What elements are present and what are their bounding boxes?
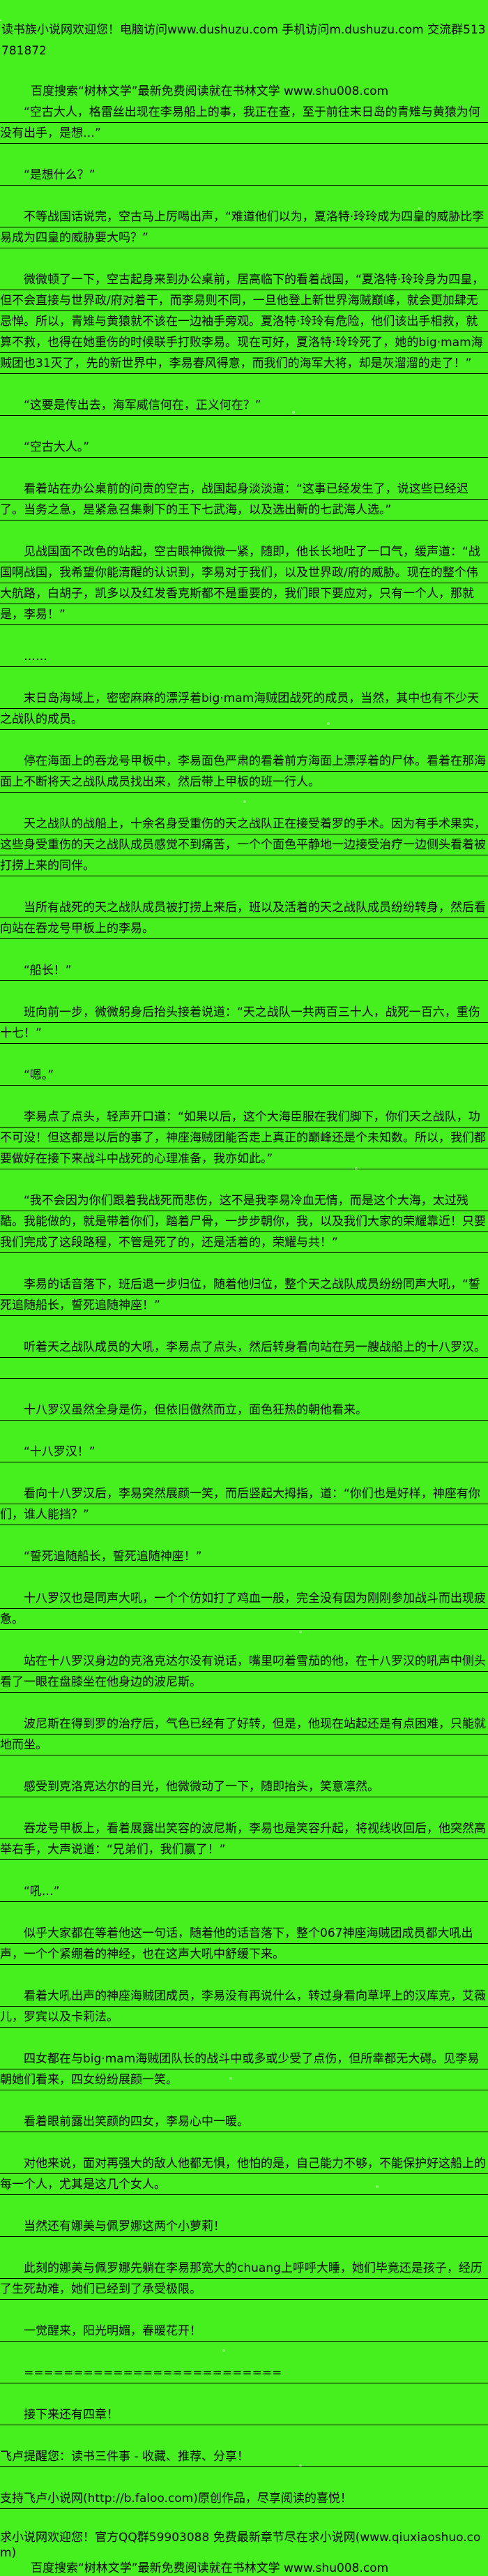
novel-paragraph: 听着天之战队成员的大吼，李易点了点头，然后转身看向站在另一艘战船上的十八罗汉。	[0, 1337, 488, 1358]
novel-paragraph: “吼…”	[0, 1881, 488, 1902]
novel-paragraph: ……	[0, 646, 488, 667]
novel-paragraph: 对他来说，面对再强大的敌人他都无惧，他怕的是，自己能力不够，不能保护好这船上的每…	[0, 2153, 488, 2195]
novel-paragraph: “十八罗汉！”	[0, 1441, 488, 1462]
novel-paragraph: 看向十八罗汉后，李易突然展颜一笑，而后竖起大拇指，道：“你们也是好样，神座有你们…	[0, 1483, 488, 1525]
novel-paragraph: 天之战队的战船上，十余名身受重伤的天之战队正在接受着罗的手术。因为有手术果实，这…	[0, 814, 488, 876]
footer-promo-banner: 百度搜索“树林文学”最新免费阅读就在书林文学 www.shu008.com	[31, 2561, 389, 2575]
novel-paragraph: 站在十八罗汉身边的克洛克达尔没有说话，嘴里叼着雪茄的他，在十八罗汉的吼声中侧头看…	[0, 1651, 488, 1693]
novel-paragraph: 李易点了点头，轻声开口道：“如果以后，这个大海臣服在我们脚下，你们天之战队，功不…	[0, 1107, 488, 1169]
novel-paragraph: 接下来还有四章！	[0, 2404, 488, 2425]
novel-paragraph: 看着眼前露出笑颜的四女，李易心中一暖。	[0, 2111, 488, 2132]
novel-paragraph: 不等战国话说完，空古马上厉喝出声，“难道他们以为，夏洛特·玲玲成为四皇的威胁比李…	[0, 207, 488, 248]
page-footer: 求小说网欢迎您！官方QQ群59903088 免费最新章节尽在求小说网(www.q…	[0, 2530, 488, 2576]
novel-paragraph: ==========================	[0, 2362, 488, 2383]
novel-paragraph: 波尼斯在得到罗的治疗后，气色已经有了好转，但是，他现在站起还是有点困难，只能就地…	[0, 1714, 488, 1755]
novel-reader-page: 读书族小说网欢迎您！电脑访问www.dushuzu.com 手机访问m.dush…	[0, 20, 488, 2575]
novel-paragraph: 当然还有娜美与佩罗娜这两个小萝莉！	[0, 2216, 488, 2237]
novel-paragraph: 此刻的娜美与佩罗娜先躺在李易那宽大的chuang上呼呼大睡，她们毕竟还是孩子，经…	[0, 2258, 488, 2300]
novel-paragraph: “船长！”	[0, 960, 488, 981]
novel-paragraph: “誓死追随船长，誓死追随神座！”	[0, 1546, 488, 1567]
novel-paragraph: 看着站在办公桌前的问责的空古，战国起身淡淡道：“这事已经发生了，说这些已经迟了。…	[0, 479, 488, 521]
novel-paragraph: “我不会因为你们跟着我战死而悲伤，这不是我李易冷血无情，而是这个大海，太过残酷。…	[0, 1190, 488, 1253]
promo-banner-top: 百度搜索“树林文学”最新免费阅读就在书林文学 www.shu008.com	[31, 84, 389, 98]
novel-paragraph: 四女都在与big·mam海贼团队长的战斗中或多或少受了点伤，但所幸都无大碍。见李…	[0, 2049, 488, 2090]
footer-site-banner: 求小说网欢迎您！官方QQ群59903088 免费最新章节尽在求小说网(www.q…	[0, 2531, 481, 2560]
novel-paragraph: 末日岛海域上，密密麻麻的漂浮着big·mam海贼团战死的成员，当然，其中也有不少…	[0, 688, 488, 730]
novel-paragraph: 似乎大家都在等着他这一句话，随着他的话音落下，整个067神座海贼团成员都大吼出声…	[0, 1923, 488, 1965]
novel-paragraph: 看着大吼出声的神座海贼团成员，李易没有再说什么，转过身看向草坪上的汉库克，艾薇儿…	[0, 1986, 488, 2028]
novel-paragraph: 感受到克洛克达尔的目光，他微微动了一下，随即抬头，笑意凛然。	[0, 1776, 488, 1797]
novel-paragraph: 吞龙号甲板上，看着展露出笑容的波尼斯，李易也是笑容升起，将视线收回后，他突然高举…	[0, 1818, 488, 1860]
novel-paragraph: 飞卢提醒您：读书三件事 - 收藏、推荐、分享！	[0, 2446, 488, 2467]
chapter-content: “空古大人，格雷丝出现在李易船上的事，我正在查，至于前往末日岛的青雉与黄猿为何没…	[0, 102, 488, 2509]
novel-paragraph: 十八罗汉虽然全身是伤，但依旧傲然而立，面色狂热的朝他看来。	[0, 1400, 488, 1421]
novel-paragraph: 李易的话音落下，班后退一步归位，随着他归位，整个天之战队成员纷纷同声大吼，“誓死…	[0, 1274, 488, 1316]
novel-paragraph: 支持飞卢小说网(http://b.faloo.com)原创作品，尽享阅读的喜悦！	[0, 2488, 488, 2509]
novel-paragraph: 微微顿了一下，空古起身来到办公桌前，居高临下的看着战国，“夏洛特·玲玲身为四皇，…	[0, 269, 488, 374]
novel-paragraph: 停在海面上的吞龙号甲板中，李易面色严肃的看着前方海面上漂浮着的尸体。看着在那海面…	[0, 751, 488, 793]
site-welcome-banner: 读书族小说网欢迎您！电脑访问www.dushuzu.com 手机访问m.dush…	[1, 23, 486, 58]
novel-paragraph: “空古大人，格雷丝出现在李易船上的事，我正在查，至于前往末日岛的青雉与黄猿为何没…	[0, 102, 488, 144]
novel-paragraph: 当所有战死的天之战队成员被打捞上来后，班以及活着的天之战队成员纷纷转身，然后看向…	[0, 897, 488, 939]
novel-paragraph	[0, 1358, 488, 1379]
novel-paragraph: 班向前一步，微微躬身后抬头接着说道：“天之战队一共两百三十人，战死一百六，重伤十…	[0, 1002, 488, 1044]
novel-paragraph: 见战国面不改色的站起，空古眼神微微一紧，随即，他长长地吐了一口气，缓声道：“战国…	[0, 541, 488, 625]
novel-paragraph: “空古大人。”	[0, 437, 488, 458]
novel-paragraph: “是想什么？”	[0, 165, 488, 186]
novel-paragraph: 一觉醒来，阳光明媚，春暖花开！	[0, 2321, 488, 2342]
novel-paragraph: “这要是传出去，海军威信何在，正义何在？”	[0, 395, 488, 416]
novel-paragraph: 十八罗汉也是同声大吼，一个个仿如打了鸡血一般，完全没有因为刚刚参加战斗而出现疲惫…	[0, 1588, 488, 1630]
novel-paragraph: “嗯。”	[0, 1065, 488, 1086]
